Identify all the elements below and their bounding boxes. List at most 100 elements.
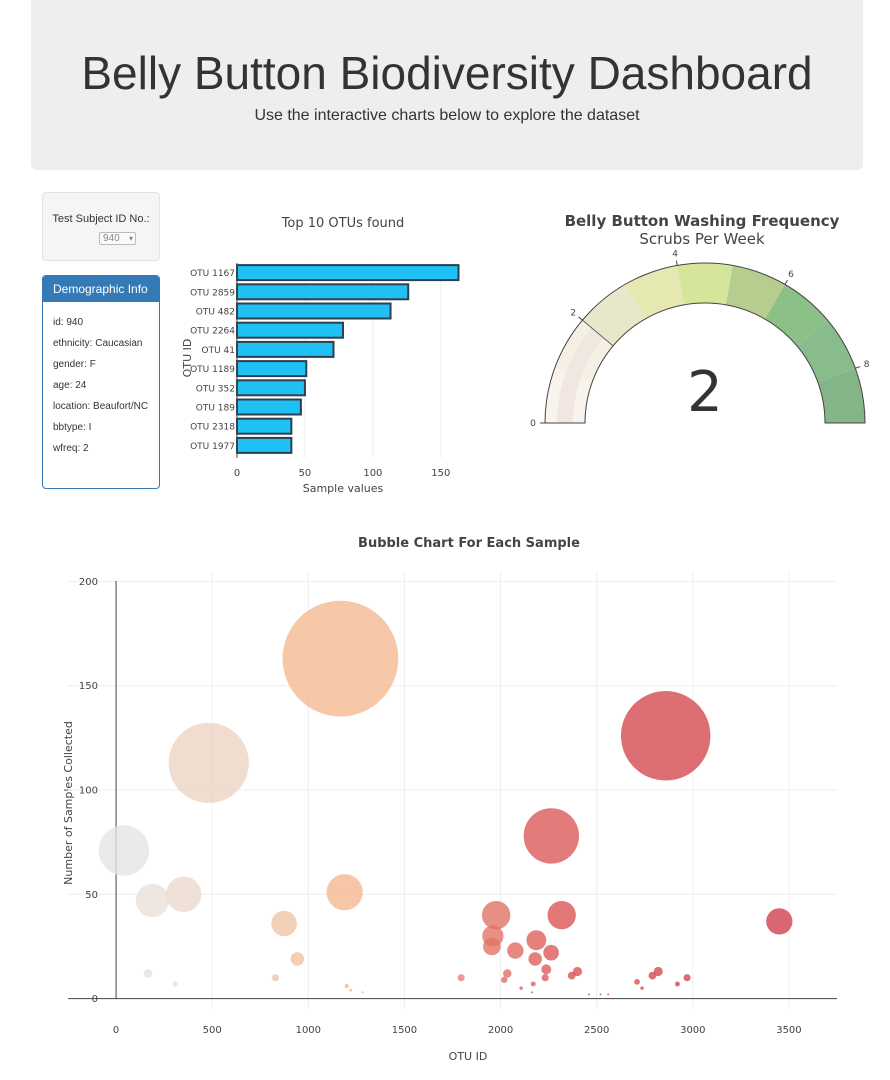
bubble-point (523, 808, 580, 864)
bubble-x-tick-label: 3000 (680, 1025, 705, 1036)
bar-otu-189 (236, 398, 302, 416)
gauge-value-bar (557, 327, 604, 423)
bubble-chart-title: Bubble Chart For Each Sample (358, 536, 580, 551)
gauge-tick (784, 279, 788, 285)
gauge-tick-label: 4 (672, 250, 678, 260)
gauge-step-6 (725, 265, 785, 320)
bubble-point (271, 974, 279, 982)
subject-id-select[interactable]: 940 ▾ (99, 232, 136, 245)
bubble-point (620, 691, 711, 781)
bar-y-tick-label: OTU 2859 (190, 288, 235, 298)
gauge-value: 2 (687, 360, 723, 425)
demographic-wfreq: wfreq: 2 (53, 443, 89, 454)
demographic-id: id: 940 (53, 317, 84, 328)
bubble-chart-ylabel: Number of Samples Collected (62, 721, 75, 885)
gauge-step-8 (796, 320, 856, 382)
gauge-step-4 (625, 265, 685, 320)
bubble-x-tick-label: 0 (113, 1025, 119, 1036)
bubble-point (326, 874, 363, 911)
bar-otu-482 (236, 302, 392, 320)
bubble-chart-xlabel: OTU ID (449, 1050, 488, 1063)
bubble-point (172, 981, 178, 987)
bar-x-tick-label: 50 (299, 468, 312, 479)
gauge-tick (855, 366, 861, 369)
bubble-point (653, 966, 663, 977)
bubble-x-tick-label: 2000 (488, 1025, 513, 1036)
bar-y-tick-label: OTU 1167 (190, 269, 235, 279)
bar-y-tick-label: OTU 1977 (190, 442, 235, 452)
bar-y-tick-label: OTU 352 (196, 384, 235, 394)
bar-otu-41 (236, 340, 335, 358)
bubble-point (572, 966, 583, 977)
bubble-point (528, 952, 542, 966)
bubble-point (683, 974, 691, 982)
bar-otu-1189 (236, 360, 308, 378)
bubble-point (526, 930, 547, 951)
bar-x-tick-label: 0 (234, 468, 240, 479)
demographic-gender: gender: F (53, 359, 96, 370)
bubble-point (143, 969, 153, 978)
demographic-bbtype: bbtype: I (53, 422, 92, 433)
bar-y-tick-label: OTU 2318 (190, 423, 235, 433)
bubble-point (674, 981, 680, 987)
bubble-point (640, 986, 644, 990)
bubble-y-tick-label: 50 (85, 890, 98, 901)
demographic-ethnicity: ethnicity: Caucasian (53, 338, 143, 349)
bubble-plot-area: 0 500 1000 1500 2000 2500 3000 3500 0 50 100 150 200 (68, 571, 837, 1036)
bar-y-tick-label: OTU 189 (196, 404, 235, 414)
bar-otu-2318 (236, 417, 293, 435)
bubble-point (766, 908, 793, 935)
bar-plot-area: 0 50 100 150 OTU 1167 OTU 2859 OTU 482 OTU 2264… (190, 263, 460, 479)
bar-otu-1167 (236, 264, 460, 282)
gauge-outline-helper (545, 423, 865, 460)
bubble-point (282, 600, 399, 717)
bubble-point (135, 883, 170, 918)
chevron-down-icon: ▾ (128, 234, 133, 243)
subject-id-value: 940 (103, 233, 120, 244)
bar-y-tick-label: OTU 1189 (190, 365, 235, 375)
gauge-outline (544, 262, 866, 424)
bubble-y-tick-label: 0 (92, 994, 98, 1005)
bubble-chart: Bubble Chart For Each Sample OTU ID Numb… (62, 536, 837, 1063)
demographic-panel: Demographic Info id: 940 ethnicity: Cauc… (42, 275, 160, 489)
bubble-point (607, 993, 610, 996)
bubble-point (503, 969, 512, 978)
demographic-list: id: 940 ethnicity: Caucasian gender: F a… (43, 302, 159, 461)
bubble-point (349, 988, 353, 992)
bubble-point (587, 993, 590, 996)
gauge-tick (675, 260, 678, 266)
bar-chart-title: Top 10 OTUs found (281, 216, 405, 231)
bar-y-tick-label: OTU 41 (202, 346, 235, 356)
bubble-point (530, 981, 536, 987)
bubble-x-tick-label: 1500 (392, 1025, 417, 1036)
bubble-point (483, 937, 501, 956)
gauge-tick-label: 0 (530, 419, 536, 429)
bubble-point (168, 722, 249, 804)
gauge-tick-label: 2 (570, 308, 576, 318)
subject-selector-panel: Test Subject ID No.: 940 ▾ (42, 192, 160, 261)
gauge-tick-label: 8 (864, 360, 870, 370)
bubble-point (290, 952, 305, 966)
bubble-x-tick-label: 1000 (296, 1025, 321, 1036)
gauge-step-9 (817, 368, 865, 423)
gauge-value-marker (582, 319, 614, 347)
page-title: Belly Button Biodiversity Dashboard (81, 47, 813, 99)
bar-chart-ylabel: OTU ID (181, 339, 194, 378)
gauge-tick-label: 6 (788, 270, 794, 280)
bubble-point (361, 991, 364, 994)
bubble-point (543, 944, 559, 961)
demographic-panel-title: Demographic Info (43, 276, 159, 302)
bar-y-tick-label: OTU 482 (196, 308, 235, 318)
bubble-point (567, 971, 576, 980)
gauge-step-5 (677, 263, 733, 305)
gauge-tick (578, 316, 583, 321)
bar-y-tick-label: OTU 2264 (190, 327, 235, 337)
header-banner: Belly Button Biodiversity Dashboard Use … (31, 0, 863, 170)
bubble-y-tick-label: 200 (79, 577, 98, 588)
bubble-point (547, 900, 576, 930)
bar-chart-xlabel: Sample values (303, 482, 384, 495)
bubble-point (531, 991, 534, 994)
bar-otu-1977 (236, 436, 293, 454)
bubble-y-tick-label: 100 (79, 786, 98, 797)
bubble-point (541, 964, 552, 975)
